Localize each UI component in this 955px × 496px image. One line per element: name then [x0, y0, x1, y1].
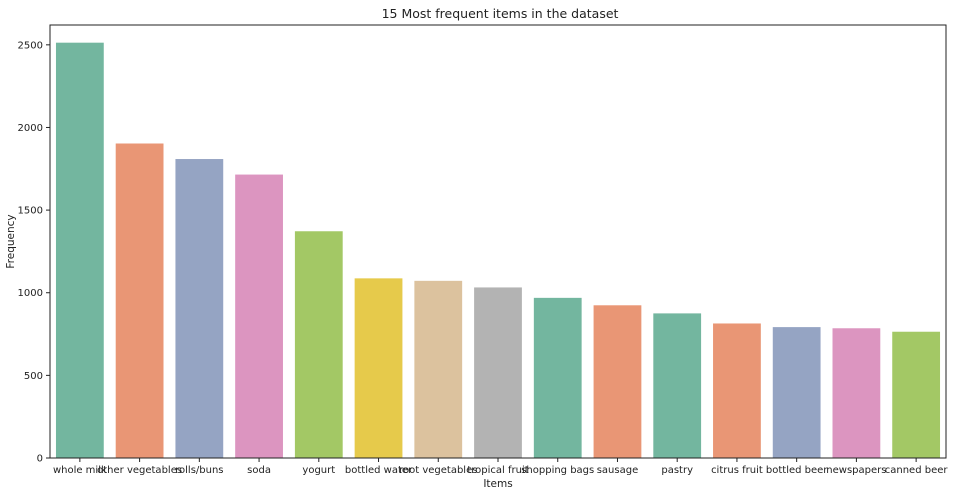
bar-0 — [55, 42, 104, 458]
y-tick-label-2: 1000 — [18, 288, 43, 299]
bar-11 — [713, 323, 761, 458]
bar-12 — [772, 327, 821, 458]
x-tick-label-7: tropical fruit — [467, 465, 528, 476]
x-tick-label-1: other vegetables — [97, 465, 182, 476]
y-axis: 0 500 1000 1500 2000 2500 — [18, 40, 50, 465]
x-tick-label-5: bottled water — [345, 465, 413, 476]
x-tick-label-2: rolls/buns — [175, 465, 223, 476]
x-tick-label-6: root vegetables — [399, 465, 477, 476]
x-tick-label-10: pastry — [661, 465, 693, 476]
bar-14 — [892, 331, 941, 458]
y-tick-label-1: 500 — [24, 371, 43, 382]
bar-2 — [175, 159, 224, 458]
bar-5 — [354, 278, 403, 458]
bar-6 — [414, 280, 463, 458]
x-tick-label-8: shopping bags — [521, 465, 594, 476]
x-axis-title: Items — [483, 478, 512, 490]
y-tick-label-0: 0 — [37, 454, 43, 465]
bar-10 — [653, 313, 702, 458]
bars-group — [55, 42, 941, 459]
y-axis-title: Frequency — [5, 214, 17, 268]
x-tick-label-14: canned beer — [885, 465, 949, 476]
bar-13 — [832, 328, 881, 458]
x-tick-label-13: newspapers — [826, 465, 886, 476]
bar-4 — [294, 231, 343, 458]
chart-title: 15 Most frequent items in the dataset — [382, 6, 619, 21]
x-tick-label-11: citrus fruit — [711, 465, 763, 476]
y-tick-label-4: 2000 — [18, 123, 43, 134]
bar-8 — [533, 297, 582, 458]
x-tick-label-4: yogurt — [302, 465, 335, 476]
bar-9 — [593, 305, 642, 458]
bar-3 — [235, 174, 283, 459]
y-tick-label-5: 2500 — [18, 40, 43, 51]
x-tick-label-9: sausage — [597, 465, 639, 476]
y-tick-label-3: 1500 — [18, 206, 43, 217]
x-tick-label-3: soda — [247, 465, 271, 476]
x-tick-label-12: bottled beer — [766, 465, 828, 476]
bar-7 — [474, 287, 522, 458]
x-tick-label-0: whole milk — [53, 465, 107, 476]
bar-1 — [115, 143, 164, 458]
